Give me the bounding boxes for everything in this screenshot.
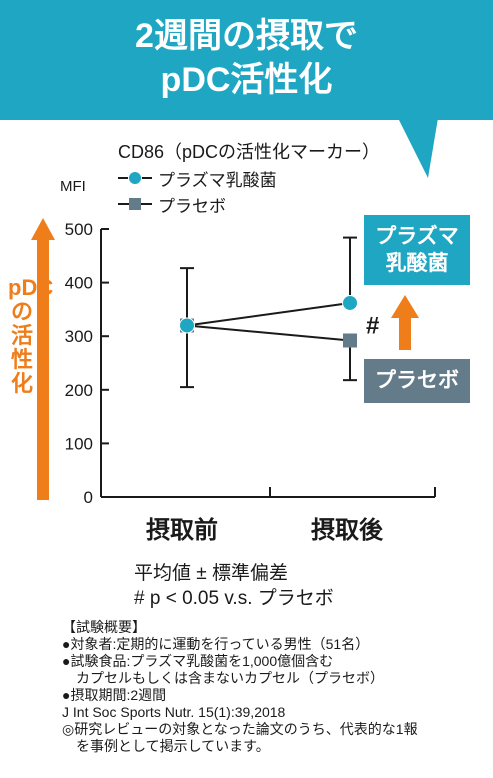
y-axis-unit: MFI [60, 178, 86, 195]
header-banner: 2週間の摂取で pDC活性化 [0, 0, 493, 120]
banner-pointer [398, 118, 438, 178]
banner-title: 2週間の摂取で pDC活性化 [0, 14, 493, 102]
y-arrow-icon [31, 218, 55, 500]
lactic-callout-line-1: プラズマ [375, 225, 459, 248]
y-tick-label: 200 [65, 381, 93, 400]
y-tick-label: 0 [84, 488, 93, 507]
study-line: ●対象者:定期的に運動を行っている男性（51名） [62, 636, 370, 652]
legend-square-icon [118, 198, 152, 210]
placebo-callout-box: プラセボ [364, 359, 470, 403]
study-line: を事例として掲示しています。 [62, 738, 270, 754]
chart-title: CD86（pDCの活性化マーカー） [118, 142, 381, 162]
y-tick-label: 400 [65, 274, 93, 293]
legend-circle-icon [118, 171, 152, 185]
legend: プラズマ乳酸菌 プラセボ [118, 165, 277, 217]
lactic-point [342, 294, 358, 311]
lactic-callout-box: プラズマ 乳酸菌 [364, 215, 470, 285]
y-tick-label: 500 [65, 220, 93, 239]
significance-mark: # [366, 313, 379, 340]
series-line-1 [186, 324, 351, 342]
placebo-point [343, 333, 357, 348]
up-arrow-icon [391, 295, 419, 350]
y-tick-label: 300 [65, 327, 93, 346]
study-heading: 【試験概要】 [62, 619, 146, 635]
lactic-callout-line-2: 乳酸菌 [385, 252, 449, 275]
x-category-before: 摂取前 [146, 517, 218, 544]
legend-item-placebo: プラセボ [118, 191, 277, 217]
banner-line-2: pDC活性化 [160, 61, 333, 99]
banner-line-1: 2週間の摂取で [135, 17, 358, 55]
legend-label-lactic: プラズマ乳酸菌 [158, 170, 277, 190]
study-line: ●試験食品:プラズマ乳酸菌を1,000億個含む [62, 653, 334, 669]
chart-plot: 0 100 200 300 400 500 # [31, 218, 436, 507]
series-line-0 [186, 301, 351, 327]
y-tick-label: 100 [65, 434, 93, 453]
study-line: J Int Soc Sports Nutr. 15(1):39,2018 [62, 704, 286, 720]
x-category-after: 摂取後 [311, 517, 383, 544]
note-mean-sd: 平均値 ± 標準偏差 [134, 563, 288, 584]
note-pvalue: # p < 0.05 v.s. プラセボ [134, 588, 334, 609]
legend-item-lactic: プラズマ乳酸菌 [118, 165, 277, 191]
study-line: ◎研究レビューの対象となった論文のうち、代表的な1報 [62, 721, 418, 737]
legend-label-placebo: プラセボ [158, 196, 226, 216]
study-summary: 【試験概要】 ●対象者:定期的に運動を行っている男性（51名） ●試験食品:プラ… [62, 619, 487, 755]
study-line: カプセルもしくは含まないカプセル（プラセボ） [62, 670, 384, 686]
lactic-point [179, 317, 195, 334]
study-line: ●摂取期間:2週間 [62, 687, 167, 703]
